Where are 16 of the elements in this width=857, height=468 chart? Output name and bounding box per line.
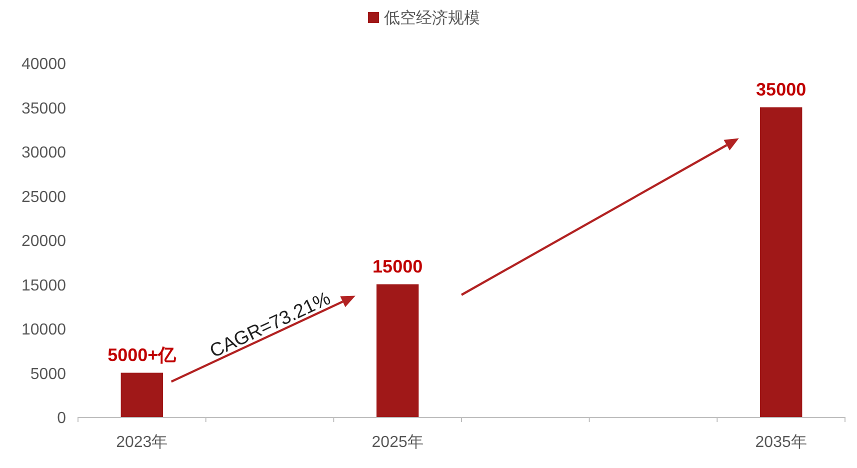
y-tick-label: 5000 [30,366,66,383]
data-label: 35000 [756,79,806,100]
y-tick-label: 20000 [22,233,66,250]
x-tick-label: 2025年 [372,434,424,451]
y-tick-label: 10000 [22,322,66,338]
x-tick-label: 2035年 [755,434,807,451]
legend-label: 低空经济规模 [384,9,480,27]
data-label: 15000 [372,256,423,276]
y-tick-label: 25000 [22,188,66,206]
y-tick-label: 40000 [22,56,66,73]
x-tick-label: 2023年 [116,434,168,451]
y-tick-label: 15000 [22,277,66,294]
y-tick-label: 35000 [22,100,66,118]
y-tick-label: 0 [57,410,66,427]
data-label: 5000+亿 [108,344,178,365]
y-tick-label: 30000 [22,144,66,162]
